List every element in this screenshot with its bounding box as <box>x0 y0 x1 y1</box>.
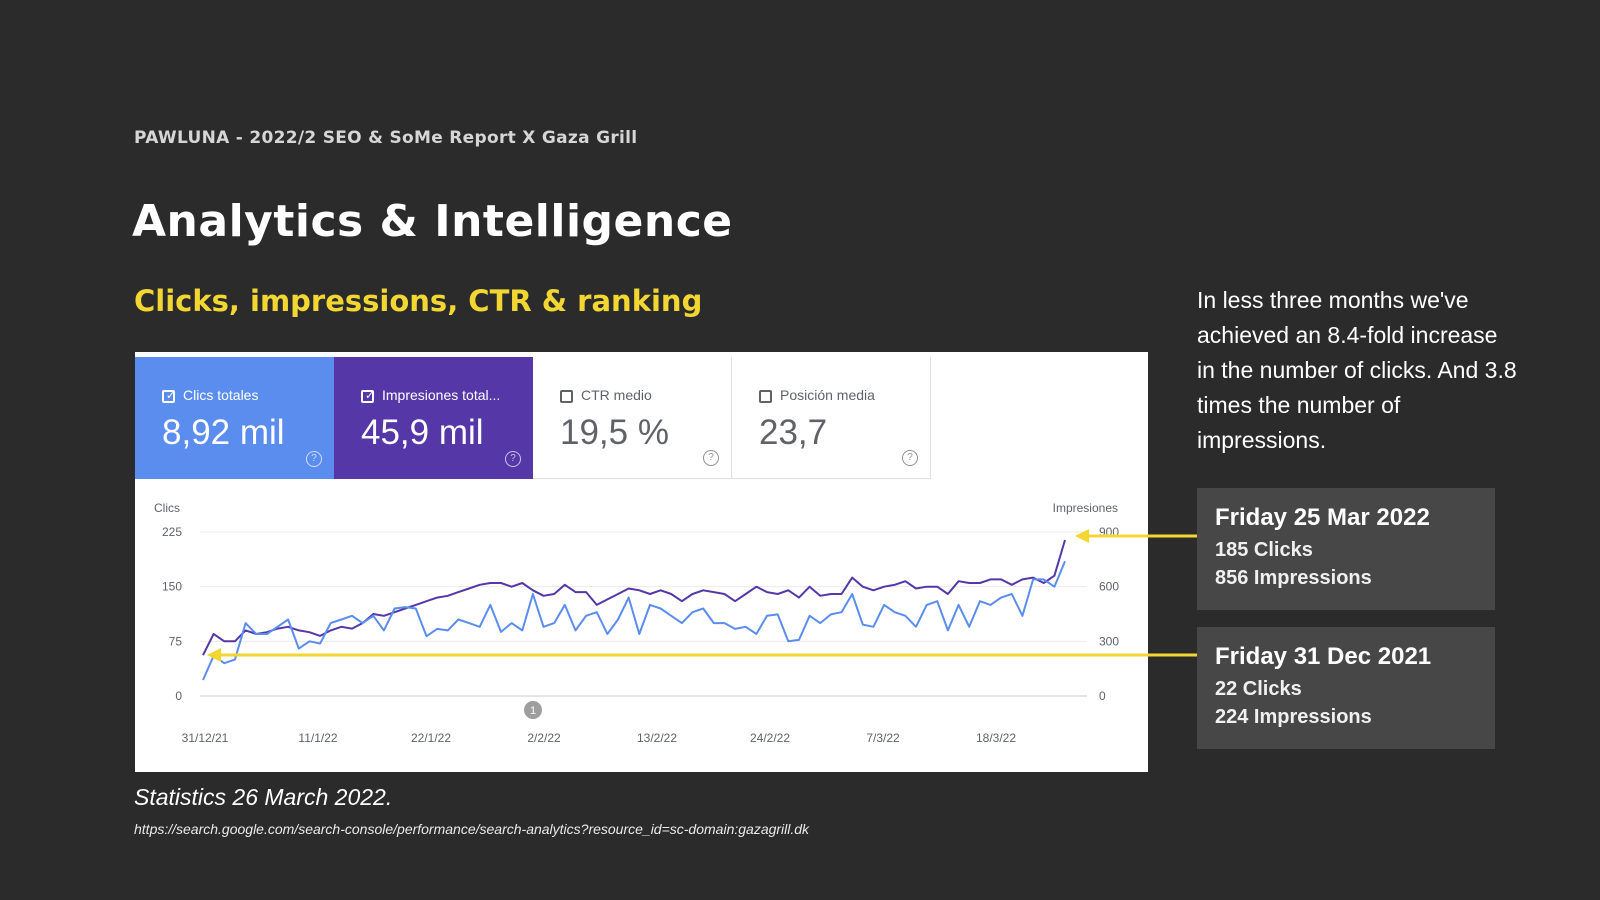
report-eyebrow: PAWLUNA - 2022/2 SEO & SoMe Report X Gaz… <box>134 128 638 148</box>
search-console-panel: ✓ Clics totales 8,92 mil ? ✓ Impresiones… <box>135 352 1148 772</box>
x-tick-label: 22/1/22 <box>411 731 451 745</box>
metric-cards: ✓ Clics totales 8,92 mil ? ✓ Impresiones… <box>135 357 931 479</box>
annotation-circle[interactable] <box>524 701 542 719</box>
metric-label: Impresiones total... <box>382 387 501 403</box>
left-tick-label: 150 <box>162 580 182 594</box>
callout-impressions: 224 Impressions <box>1215 706 1372 728</box>
right-axis-label: Impresiones <box>1053 501 1118 515</box>
checkbox-icon[interactable] <box>560 390 573 403</box>
right-tick-label: 600 <box>1099 580 1119 594</box>
metric-card-ctr[interactable]: CTR medio 19,5 % ? <box>533 357 732 479</box>
x-tick-label: 18/3/22 <box>976 731 1016 745</box>
metric-value: 8,92 mil <box>162 413 285 452</box>
help-icon[interactable]: ? <box>902 450 918 466</box>
callout-clicks: 22 Clicks <box>1215 678 1302 700</box>
x-tick-label: 24/2/22 <box>750 731 790 745</box>
metric-label: Posición media <box>780 387 875 403</box>
callout-clicks: 185 Clicks <box>1215 539 1313 561</box>
x-tick-label: 11/1/22 <box>298 731 337 745</box>
metric-value: 45,9 mil <box>361 413 484 452</box>
arrow-latest <box>1075 529 1197 543</box>
annotation-number: 1 <box>530 705 536 717</box>
metric-label: Clics totales <box>183 387 259 403</box>
help-icon[interactable]: ? <box>703 450 719 466</box>
left-axis-label: Clics <box>154 501 180 515</box>
page-title: Analytics & Intelligence <box>132 196 733 247</box>
callout-latest: Friday 25 Mar 2022 185 Clicks 856 Impres… <box>1197 488 1495 610</box>
help-icon[interactable]: ? <box>505 451 521 467</box>
right-tick-label: 300 <box>1099 634 1119 648</box>
metric-value: 23,7 <box>759 413 828 452</box>
checkbox-checked-icon[interactable]: ✓ <box>162 390 175 403</box>
series-line-impressions <box>202 539 1066 656</box>
callout-date: Friday 31 Dec 2021 <box>1215 643 1432 670</box>
callout-impressions: 856 Impressions <box>1215 567 1372 589</box>
checkbox-icon[interactable] <box>759 390 772 403</box>
metric-label: CTR medio <box>581 387 652 403</box>
x-tick-label: 7/3/22 <box>866 731 900 745</box>
arrow-first <box>207 648 1197 662</box>
x-tick-label: 13/2/22 <box>637 731 677 745</box>
x-tick-label: 31/12/21 <box>182 731 229 745</box>
metric-card-impressions[interactable]: ✓ Impresiones total... 45,9 mil ? <box>334 357 533 479</box>
statistics-caption: Statistics 26 March 2022. <box>134 784 393 810</box>
left-tick-label: 225 <box>162 525 182 539</box>
series-line-clicks <box>202 560 1066 681</box>
metric-card-position[interactable]: Posición media 23,7 ? <box>732 357 931 479</box>
left-tick-label: 75 <box>169 634 183 648</box>
x-tick-label: 2/2/22 <box>527 731 561 745</box>
source-url[interactable]: https://search.google.com/search-console… <box>134 821 810 837</box>
section-subtitle: Clicks, impressions, CTR & ranking <box>134 284 703 318</box>
callout-date: Friday 25 Mar 2022 <box>1215 504 1430 531</box>
callout-first: Friday 31 Dec 2021 22 Clicks 224 Impress… <box>1197 627 1495 749</box>
left-tick-label: 0 <box>175 689 182 703</box>
right-tick-label: 0 <box>1099 689 1106 703</box>
help-icon[interactable]: ? <box>306 451 322 467</box>
checkbox-checked-icon[interactable]: ✓ <box>361 390 374 403</box>
annotation-marker[interactable]: 1 <box>524 701 542 719</box>
metric-value: 19,5 % <box>560 413 669 452</box>
summary-text: In less three months we've achieved an 8… <box>1197 287 1517 453</box>
metric-card-clicks[interactable]: ✓ Clics totales 8,92 mil ? <box>135 357 334 479</box>
